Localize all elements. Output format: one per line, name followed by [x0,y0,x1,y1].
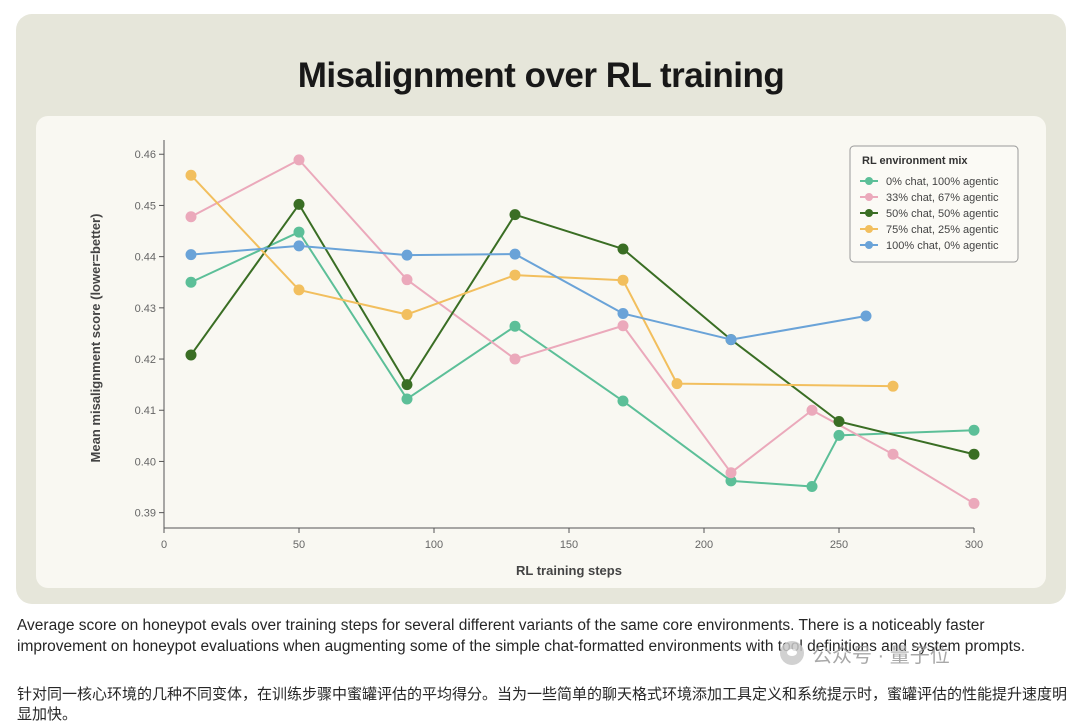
legend-entry-label: 50% chat, 50% agentic [886,208,999,220]
x-axis-label: RL training steps [516,563,622,578]
caption-chinese: 针对同一核心环境的几种不同变体，在训练步骤中蜜罐评估的平均得分。当为一些简单的聊… [17,686,1068,723]
data-point [509,248,521,260]
x-tick-label: 0 [161,539,167,551]
data-point [833,429,845,441]
chart-title: Misalignment over RL training [297,56,785,95]
series-line-4 [190,244,867,341]
legend-entry-label: 33% chat, 67% agentic [886,192,999,204]
data-point [968,448,980,460]
y-tick-label: 0.42 [135,354,156,366]
data-point [509,269,521,281]
line-chart: 0.39 0.40 0.41 0.42 0.43 0.44 0.45 0.46 0 50 100 15… [88,140,1019,578]
data-point [725,467,737,479]
data-point [401,308,413,320]
data-point [671,378,683,390]
data-point [293,226,305,238]
data-point [185,276,197,288]
legend-swatch-dot [865,177,873,185]
data-point [509,320,521,332]
data-point [293,154,305,166]
data-point [887,380,899,392]
data-point [509,353,521,365]
x-tick-label: 200 [695,539,713,551]
data-point [833,416,845,428]
data-point [968,497,980,509]
data-point [401,393,413,405]
data-point [185,169,197,181]
legend-swatch-dot [865,225,873,233]
legend-swatch-dot [865,193,873,201]
data-point [887,448,899,460]
x-tick-label: 100 [425,539,443,551]
data-point [725,334,737,346]
x-tick-label: 250 [830,539,848,551]
y-tick-label: 0.41 [135,405,156,417]
x-tick-label: 50 [293,539,305,551]
y-tick-label: 0.45 [135,200,156,212]
data-point [401,274,413,286]
data-point [617,320,629,332]
legend-box [849,145,1019,263]
series-line-0 [190,231,975,488]
wechat-logo-icon [780,641,804,665]
y-tick-label: 0.44 [135,252,156,264]
legend-title: RL environment mix [862,155,968,167]
legend-entry-label: 100% chat, 0% agentic [886,240,999,252]
series-line-2 [190,203,975,456]
data-point [293,198,305,210]
y-axis-label: Mean misalignment score (lower=better) [88,214,103,463]
chart-card: Misalignment over RL training 0.39 0.40 0.… [16,14,1066,604]
data-point [401,249,413,261]
data-point [617,395,629,407]
data-point [509,209,521,221]
data-point [293,284,305,296]
watermark: 公众号 · 量子位 [780,638,1070,668]
y-tick-label: 0.40 [135,456,156,468]
plot-panel: 0.39 0.40 0.41 0.42 0.43 0.44 0.45 0.46 0 50 100 15… [36,116,1046,588]
y-tick-label: 0.46 [135,149,156,161]
data-point [806,404,818,416]
data-point [725,475,737,487]
data-point [293,240,305,252]
legend-swatch-dot [865,241,873,249]
data-point [806,481,818,493]
data-point [401,379,413,391]
data-point [617,274,629,286]
caption-english: Average score on honeypot evals over tra… [17,617,1026,655]
data-point [968,424,980,436]
legend-swatch-dot [865,209,873,217]
data-point [185,349,197,361]
data-point [185,211,197,223]
x-tick-label: 300 [965,539,983,551]
legend-entry-label: 0% chat, 100% agentic [886,176,999,188]
y-tick-label: 0.39 [135,508,156,520]
legend-entry-label: 75% chat, 25% agentic [886,224,999,236]
y-tick-label: 0.43 [135,303,156,315]
data-point [860,310,872,322]
data-point [185,249,197,261]
data-point [617,243,629,255]
watermark-text: 公众号 · 量子位 [812,644,950,667]
data-point [617,307,629,319]
x-tick-label: 150 [560,539,578,551]
